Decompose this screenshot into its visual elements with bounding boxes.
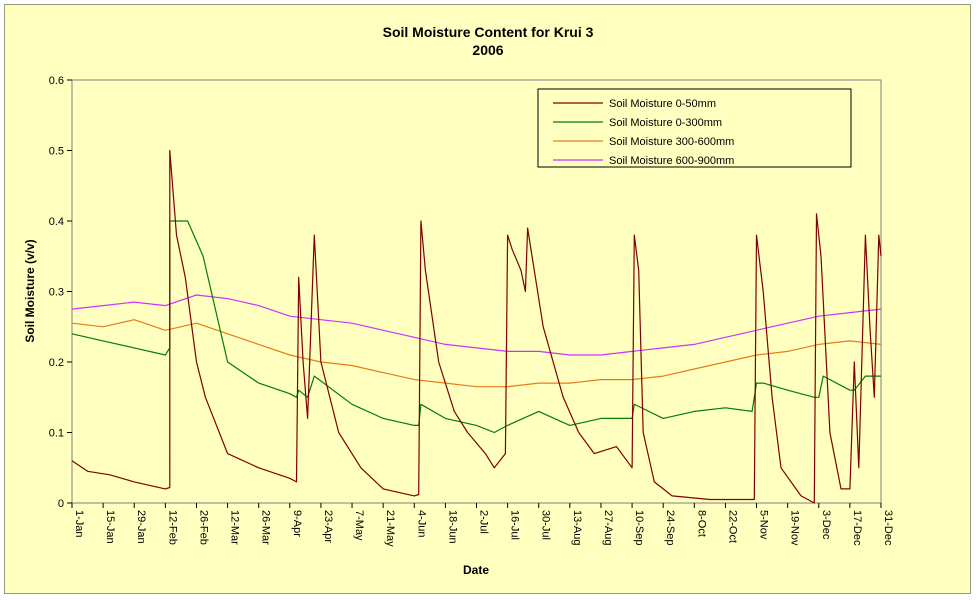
chart-subtitle: 2006 [472,42,503,58]
x-tick-label: 8-Oct [695,510,707,537]
x-tick-label: 22-Oct [726,510,738,543]
x-tick-label: 19-Nov [789,510,801,546]
x-tick-label: 12-Feb [166,510,178,545]
chart-svg: Soil Moisture Content for Krui 3 2006 00… [23,24,894,577]
chart-title: Soil Moisture Content for Krui 3 [383,24,594,40]
y-tick-label: 0.2 [49,357,64,369]
x-tick-label: 1-Jan [73,510,85,538]
y-tick-label: 0.3 [49,287,64,299]
x-tick-label: 4-Jun [415,510,427,538]
x-tick-label: 30-Jul [540,510,552,540]
legend-box [537,88,852,168]
x-tick-label: 12-Mar [229,510,241,545]
x-tick-label: 9-Apr [291,510,303,537]
y-tick-label: 0.4 [49,216,64,228]
legend-label: Soil Moisture 300-600mm [609,136,734,148]
x-tick-label: 5-Nov [758,510,770,540]
x-tick-label: 2-Jul [478,510,490,534]
x-tick-label: 10-Sep [633,510,645,545]
y-tick-label: 0.5 [49,146,64,158]
legend: Soil Moisture 0-50mm Soil Moisture 0-300m… [537,88,852,168]
legend-label: Soil Moisture 0-300mm [609,117,722,129]
x-tick-label: 24-Sep [664,510,676,545]
x-axis: 1-Jan 15-Jan 29-Jan 12-Feb 26-Feb 12-Mar 26-Ma… [71,503,894,547]
legend-label: Soil Moisture 0-50mm [609,98,716,110]
y-axis: 0 0.1 0.2 0.3 0.4 0.5 0.6 [49,75,72,510]
series-line-1 [71,220,881,434]
x-tick-label: 17-Dec [851,510,863,546]
x-tick-label: 26-Feb [197,510,209,545]
x-tick-label: 31-Dec [882,510,894,546]
x-axis-label: Date [463,563,489,577]
series-line-3 [71,294,882,356]
y-tick-label: 0.6 [49,75,64,87]
series-line-0 [71,149,882,504]
legend-label: Soil Moisture 600-900mm [609,155,734,167]
x-tick-label: 3-Dec [820,510,832,540]
x-tick-label: 16-Jul [509,510,521,540]
x-tick-label: 13-Aug [571,510,583,545]
x-tick-label: 21-May [384,510,396,547]
x-tick-label: 29-Jan [135,510,147,544]
series-layer [71,149,882,504]
x-tick-label: 23-Apr [322,510,334,543]
x-tick-label: 7-May [353,510,365,541]
y-axis-label: Soil Moisture (v/v) [23,239,37,342]
y-tick-label: 0 [58,498,64,510]
y-tick-label: 0.1 [49,428,64,440]
x-tick-label: 18-Jun [446,510,458,544]
x-tick-label: 27-Aug [602,510,614,545]
x-tick-label: 15-Jan [104,510,116,544]
series-line-2 [71,319,882,388]
x-tick-label: 26-Mar [260,510,272,545]
